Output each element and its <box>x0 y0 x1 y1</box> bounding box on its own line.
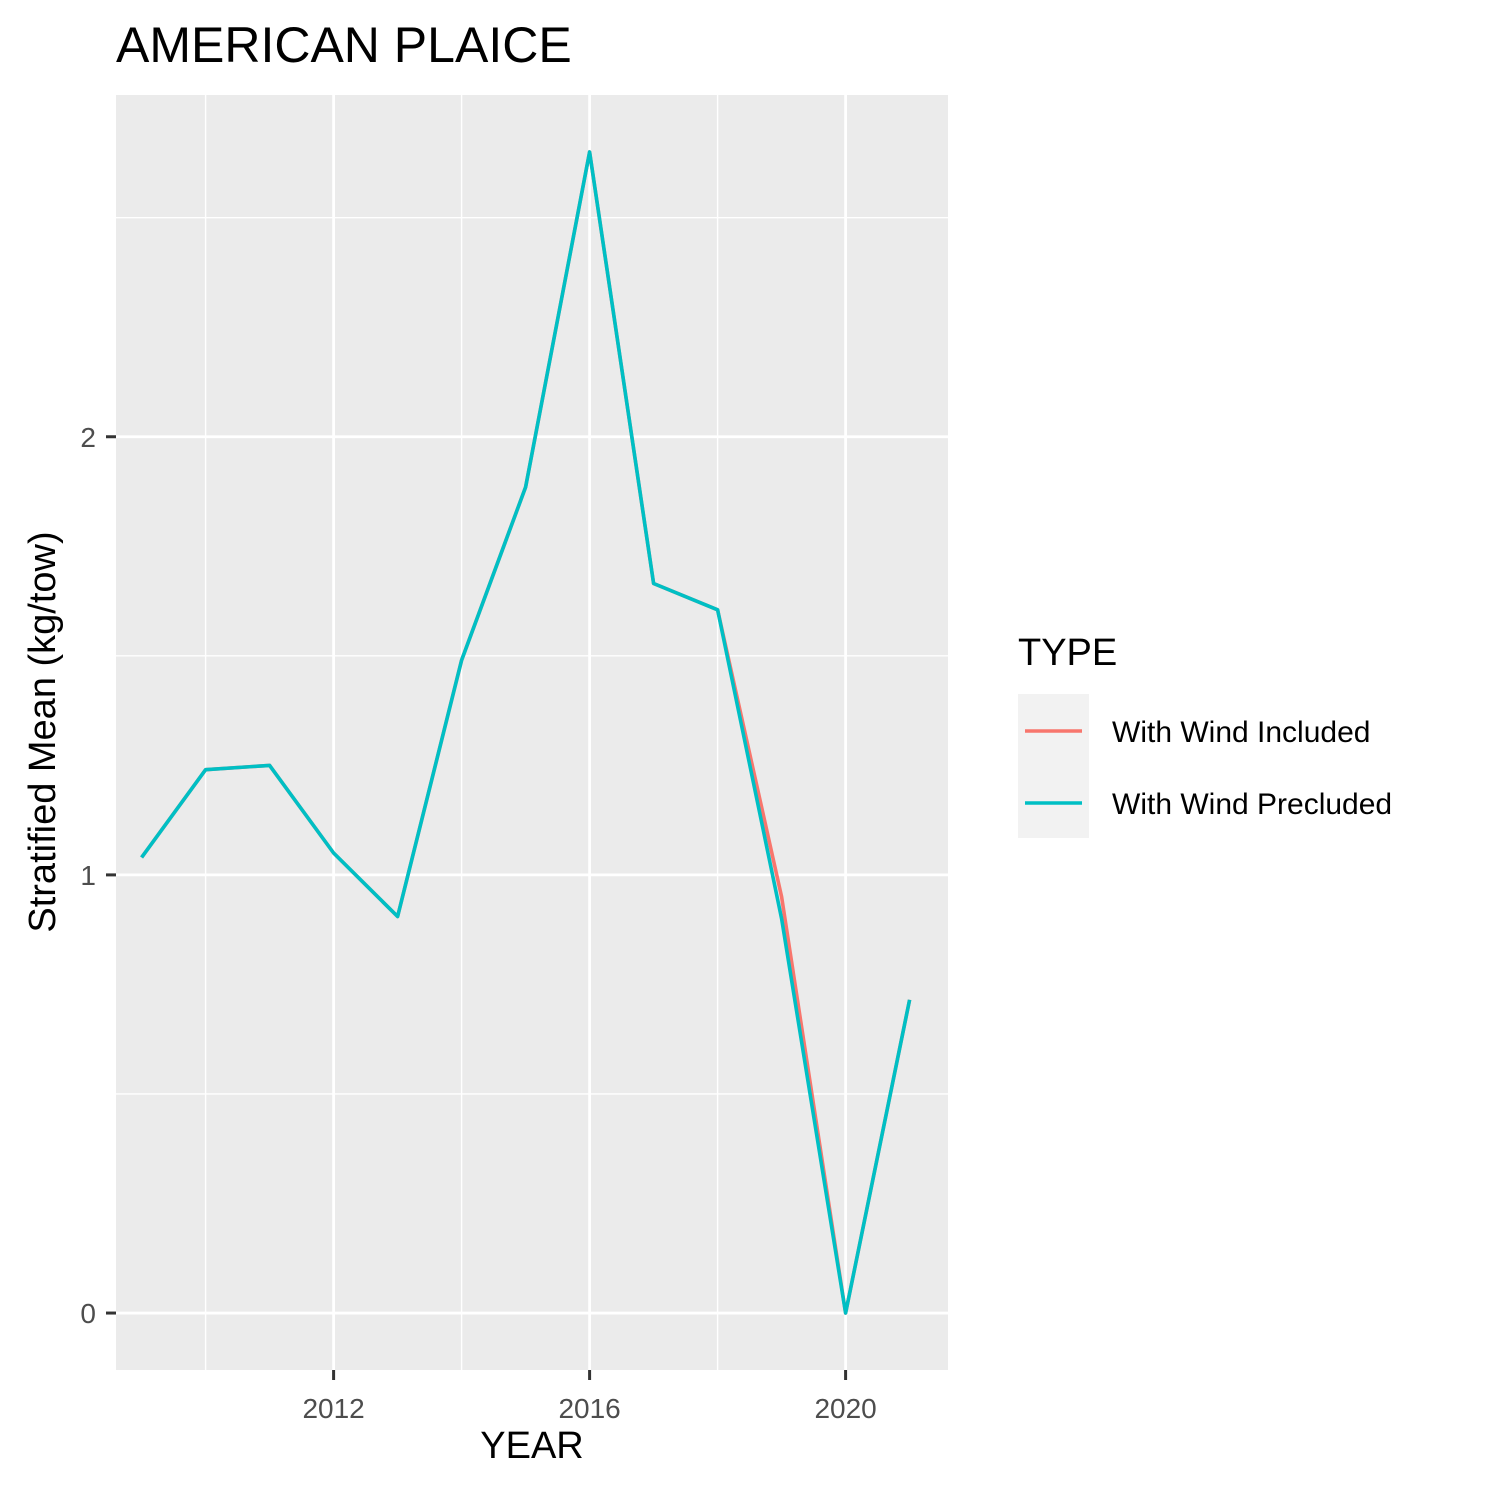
legend-items: With Wind Included With Wind Precluded <box>1025 716 1392 821</box>
legend-label-0: With Wind Included <box>1112 716 1370 749</box>
chart-title: AMERICAN PLAICE <box>116 17 572 73</box>
major-gridlines <box>116 95 948 1370</box>
plot-panel <box>116 95 948 1370</box>
y-tick-label-2: 2 <box>80 422 96 453</box>
minor-gridlines <box>116 95 948 1370</box>
x-tick-label-0: 2012 <box>302 1393 364 1424</box>
x-tick-label-1: 2016 <box>558 1393 620 1424</box>
y-axis-title: Stratified Mean (kg/tow) <box>22 531 64 932</box>
series-lines <box>140 150 912 1315</box>
y-tick-label-0: 0 <box>80 1298 96 1329</box>
series-line-1 <box>140 150 912 1315</box>
y-axis-ticks: 0 1 2 <box>80 422 116 1329</box>
legend-label-1: With Wind Precluded <box>1112 788 1392 821</box>
x-tick-label-2: 2020 <box>814 1393 876 1424</box>
x-axis-ticks: 2012 2016 2020 <box>302 1370 877 1424</box>
x-axis-title: YEAR <box>480 1425 583 1467</box>
y-tick-label-1: 1 <box>80 860 96 891</box>
legend: TYPE With Wind Included With Wind Preclud… <box>1018 632 1392 838</box>
legend-key-background <box>1018 694 1089 838</box>
legend-title: TYPE <box>1018 632 1117 674</box>
